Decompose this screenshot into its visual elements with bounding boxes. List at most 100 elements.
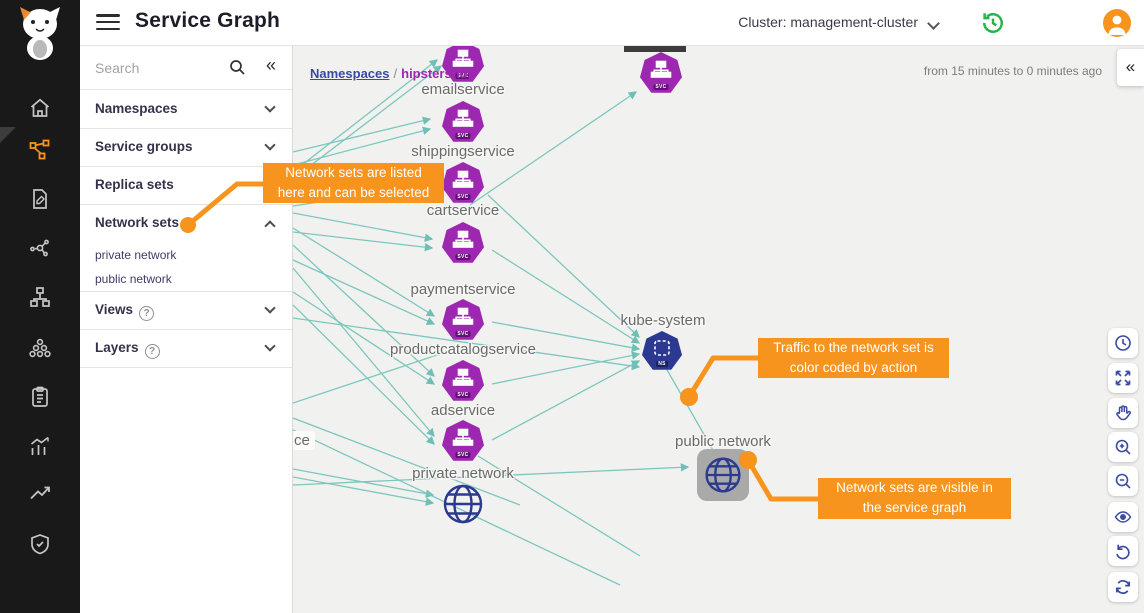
- service-icon: [452, 307, 474, 325]
- network-molecule-icon[interactable]: [28, 236, 52, 260]
- node-type-badge: SVC: [455, 331, 471, 337]
- node-private-network[interactable]: [441, 482, 485, 531]
- user-avatar[interactable]: [1103, 9, 1131, 37]
- search-input[interactable]: [95, 57, 235, 79]
- service-graph-canvas[interactable]: Namespaces / hipstershop from 15 minutes t…: [293, 46, 1144, 613]
- hamburger-menu-icon[interactable]: [96, 14, 120, 32]
- network-set-label: private network: [95, 248, 177, 262]
- eye-icon: [1114, 511, 1132, 523]
- panel-collapse-button[interactable]: «: [1117, 49, 1144, 86]
- clipped-tooltip: [624, 46, 686, 52]
- sidebar-item-network-sets[interactable]: Network sets: [80, 205, 292, 243]
- node-kube-system[interactable]: NS: [642, 331, 682, 371]
- node-type-badge: SVC: [455, 392, 471, 398]
- cluster-selector[interactable]: Cluster: management-cluster: [738, 14, 918, 30]
- page-title: Service Graph: [135, 9, 281, 32]
- node-paymentservice[interactable]: SVC: [442, 222, 484, 264]
- service-icon: [452, 230, 474, 248]
- clusters-icon[interactable]: [28, 336, 52, 360]
- compliance-clipboard-icon[interactable]: [28, 385, 52, 409]
- left-nav-rail: [0, 0, 80, 613]
- node-productcatalogservice[interactable]: SVC: [442, 299, 484, 341]
- sidebar-item-label: Layers?: [95, 340, 160, 359]
- refresh-button[interactable]: [1108, 572, 1138, 602]
- sidebar-item-label: Service groups: [95, 139, 193, 154]
- hand-icon: [1116, 405, 1131, 421]
- zoom-in-button[interactable]: [1108, 432, 1138, 462]
- time-range-label: from 15 minutes to 0 minutes ago: [923, 64, 1102, 78]
- expand-icon: [1115, 370, 1131, 386]
- node-label-private-network[interactable]: private network: [412, 465, 514, 482]
- node-label-public-network[interactable]: public network: [675, 433, 771, 450]
- node-type-badge: SVC: [455, 133, 471, 139]
- search-icon[interactable]: [229, 59, 246, 76]
- breadcrumb-separator: /: [393, 66, 398, 81]
- chevron-down-icon[interactable]: [264, 340, 276, 352]
- sidebar-item-label: Namespaces: [95, 101, 178, 116]
- network-set-item-private-network[interactable]: private network: [80, 243, 292, 267]
- node-adservice[interactable]: SVC: [442, 360, 484, 402]
- home-icon[interactable]: [28, 96, 52, 120]
- namespace-icon: [654, 340, 670, 356]
- refresh-icon: [1115, 580, 1131, 594]
- node-type-badge: SVC: [455, 73, 471, 79]
- sidebar-item-label: Views?: [95, 302, 155, 321]
- fit-to-screen-button[interactable]: [1108, 363, 1138, 393]
- node-cartservice[interactable]: SVC: [442, 162, 484, 204]
- chevron-down-icon[interactable]: [927, 17, 940, 30]
- node-public-network[interactable]: [697, 449, 749, 501]
- policy-editor-icon[interactable]: [28, 187, 52, 211]
- history-restore-icon[interactable]: [979, 9, 1007, 37]
- zoom-out-button[interactable]: [1108, 466, 1138, 496]
- node-label-shippingservice[interactable]: shippingservice: [411, 143, 515, 160]
- service-graph-icon[interactable]: [28, 138, 52, 162]
- node-type-badge: NS: [656, 361, 668, 367]
- undo-icon: [1116, 544, 1130, 560]
- sidebar-collapse-icon[interactable]: «: [265, 55, 276, 75]
- pan-button[interactable]: [1108, 398, 1138, 428]
- service-icon: [452, 368, 474, 386]
- breadcrumb-namespaces-link[interactable]: Namespaces: [310, 66, 390, 81]
- node-shippingservice[interactable]: SVC: [442, 101, 484, 143]
- undo-button[interactable]: [1108, 536, 1138, 566]
- service-icon: [452, 49, 474, 67]
- node-label-emailservice[interactable]: emailservice: [421, 81, 505, 98]
- chevron-down-icon[interactable]: [264, 302, 276, 314]
- sidebar-item-namespaces[interactable]: Namespaces: [80, 91, 292, 129]
- node-service-unlabeled[interactable]: SVC: [442, 420, 484, 462]
- help-icon[interactable]: ?: [139, 306, 155, 321]
- sidebar-item-views[interactable]: Views?: [80, 292, 292, 330]
- node-label-paymentservice[interactable]: paymentservice: [410, 281, 516, 298]
- chevron-down-icon[interactable]: [264, 139, 276, 151]
- chevron-down-icon[interactable]: [264, 101, 276, 113]
- node-type-badge: SVC: [455, 452, 471, 458]
- chevron-up-icon[interactable]: [264, 220, 276, 232]
- infrastructure-tree-icon[interactable]: [28, 285, 52, 309]
- visibility-button[interactable]: [1108, 502, 1138, 532]
- trends-icon[interactable]: [28, 481, 52, 505]
- sidebar-item-service-groups[interactable]: Service groups: [80, 129, 292, 167]
- sidebar-item-replica-sets[interactable]: Replica sets: [80, 167, 292, 205]
- active-nav-fold: [0, 127, 16, 143]
- globe-icon: [705, 457, 741, 493]
- breadcrumb: Namespaces / hipstershop: [310, 66, 476, 81]
- help-icon[interactable]: ?: [144, 344, 160, 359]
- sidebar-item-label: Network sets: [95, 215, 180, 230]
- time-range-button[interactable]: [1108, 328, 1138, 358]
- node-label-cartservice[interactable]: cartservice: [426, 202, 500, 219]
- sidebar-item-label: Replica sets: [95, 177, 174, 192]
- zoom-out-icon: [1115, 473, 1131, 489]
- service-icon: [650, 60, 672, 78]
- statistics-icon[interactable]: [28, 434, 52, 458]
- network-set-item-public-network[interactable]: public network: [80, 267, 292, 292]
- sidebar-item-layers[interactable]: Layers?: [80, 330, 292, 368]
- node-label-productcatalogservice[interactable]: productcatalogservice: [390, 341, 536, 358]
- node-label-adservice[interactable]: adservice: [430, 402, 496, 419]
- service-graph-sidebar: « Namespaces Service groups Replica sets…: [80, 46, 293, 613]
- node-service-top-right[interactable]: SVC: [640, 52, 682, 94]
- security-shield-icon[interactable]: [28, 532, 52, 556]
- node-emailservice[interactable]: SVC: [442, 46, 484, 83]
- top-bar: Service Graph Cluster: management-cluste…: [80, 0, 1144, 46]
- node-type-badge: SVC: [455, 254, 471, 260]
- node-label-kube-system[interactable]: kube-system: [620, 312, 706, 329]
